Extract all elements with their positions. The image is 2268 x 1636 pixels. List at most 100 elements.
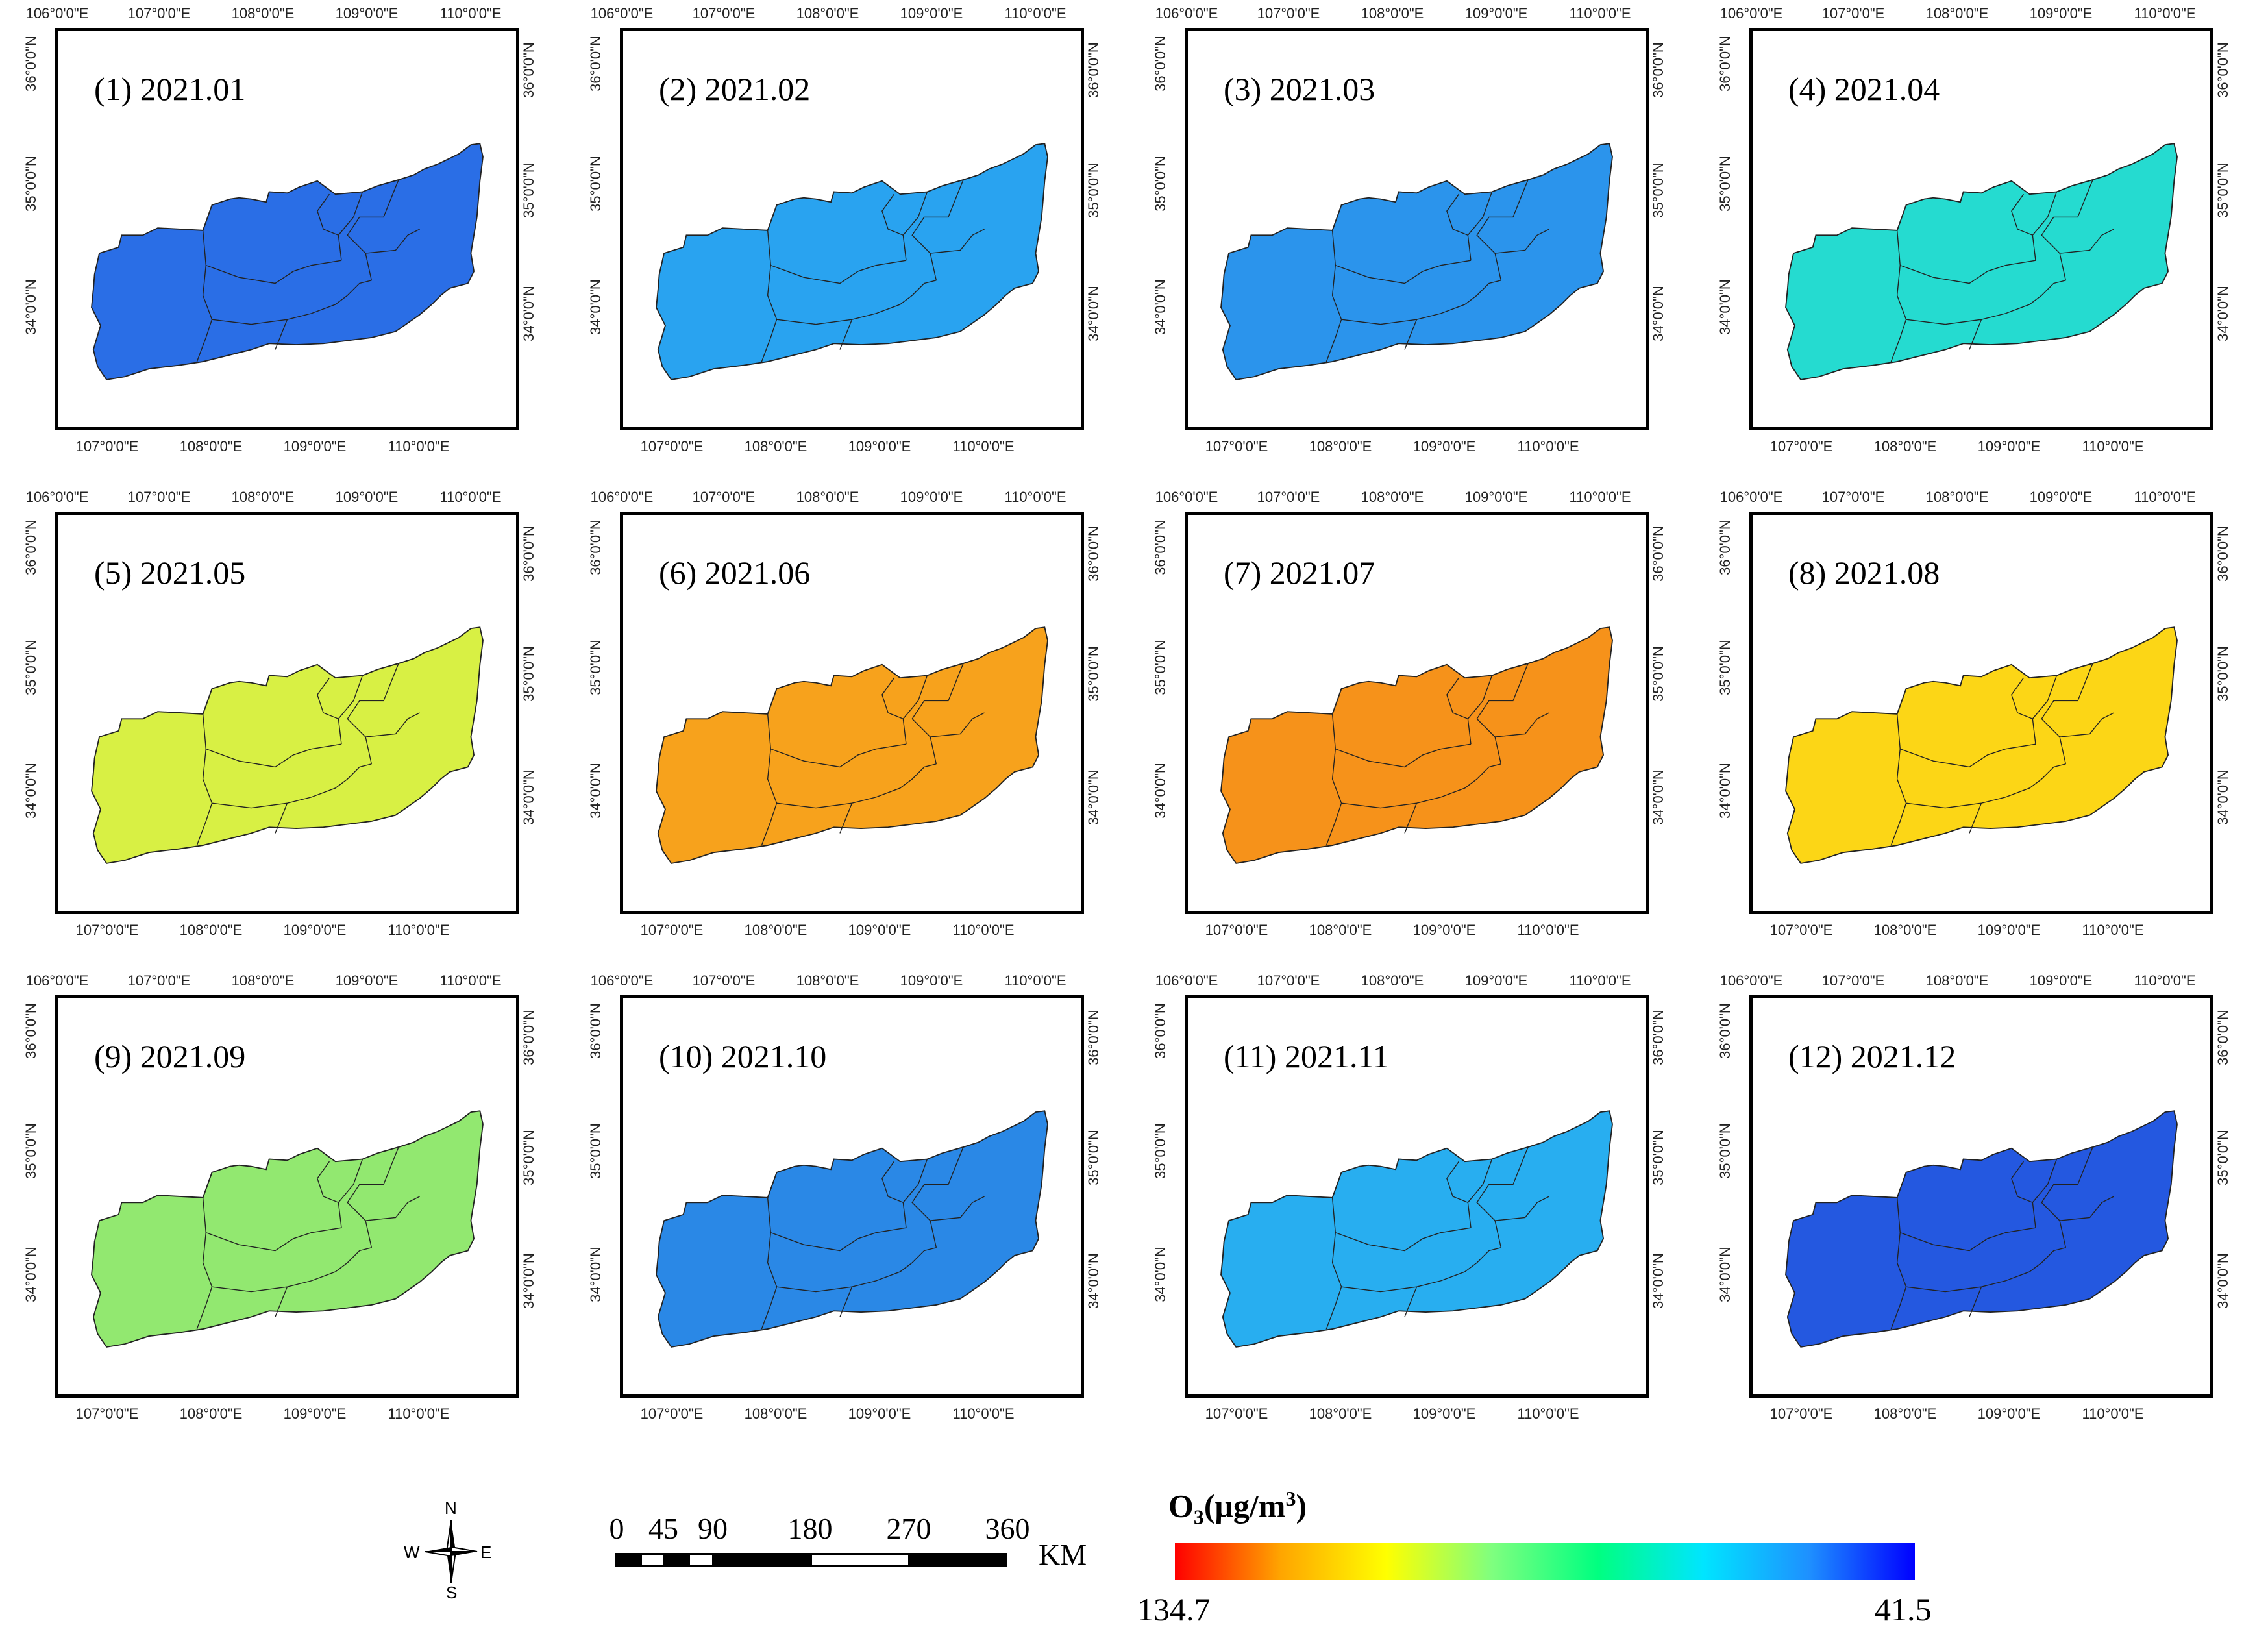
lat-label-right: 36°0'0"N xyxy=(2214,526,2231,582)
region-map xyxy=(1220,143,1613,380)
lon-label-top: 109°0'0"E xyxy=(335,489,399,505)
lon-label-bottom: 108°0'0"E xyxy=(1873,1406,1937,1422)
district-boundary xyxy=(2011,677,2033,719)
map-panel: (5) 2021.05 106°0'0"E 107°0'0"E 108°0'0"E 10… xyxy=(23,484,537,938)
district-boundary xyxy=(1890,230,1907,362)
lat-label-right: 36°0'0"N xyxy=(1649,42,1666,98)
lat-label-left: 34°0'0"N xyxy=(1152,763,1168,819)
panel-title: (6) 2021.06 xyxy=(659,554,811,591)
district-boundary xyxy=(839,1286,853,1317)
region-shape xyxy=(1785,1110,2178,1348)
district-boundary xyxy=(1341,1247,1501,1293)
scale-seg-3 xyxy=(663,1553,689,1567)
district-boundary xyxy=(1890,713,1907,846)
lon-label-bottom: 109°0'0"E xyxy=(1412,438,1476,454)
region-map xyxy=(1785,626,2178,864)
lon-label-bottom: 109°0'0"E xyxy=(848,438,911,454)
panel-title: (5) 2021.05 xyxy=(94,554,246,591)
district-boundary xyxy=(776,763,937,809)
lon-label-top: 110°0'0"E xyxy=(439,973,502,989)
district-boundary xyxy=(1404,1286,1418,1317)
lon-label-bottom: 107°0'0"E xyxy=(640,922,704,938)
district-boundary xyxy=(2060,1196,2114,1221)
district-boundary xyxy=(1467,1159,1493,1228)
district-boundary xyxy=(275,319,288,350)
region-map xyxy=(91,1110,484,1348)
lon-label-top: 110°0'0"E xyxy=(2134,973,2196,989)
lon-label-bottom: 108°0'0"E xyxy=(744,922,807,938)
map-panel: (6) 2021.06 106°0'0"E 107°0'0"E 108°0'0"E 10… xyxy=(587,484,1102,938)
district-boundary xyxy=(770,743,907,768)
lon-label-top: 107°0'0"E xyxy=(127,5,191,21)
lon-label-bottom: 108°0'0"E xyxy=(1309,1406,1372,1422)
map-frame: (8) 2021.08 xyxy=(1749,512,2213,914)
map-panel: (3) 2021.03 106°0'0"E 107°0'0"E 108°0'0"E 10… xyxy=(1152,0,1666,454)
lon-label-bottom: 108°0'0"E xyxy=(1309,922,1372,938)
lat-label-right: 34°0'0"N xyxy=(2214,769,2231,825)
lon-label-top: 108°0'0"E xyxy=(231,489,295,505)
lon-label-top: 108°0'0"E xyxy=(796,489,859,505)
district-boundary xyxy=(881,677,904,719)
lon-label-top: 109°0'0"E xyxy=(2029,5,2093,21)
lon-label-bottom: 107°0'0"E xyxy=(1205,438,1268,454)
district-boundary xyxy=(776,280,937,325)
district-boundary xyxy=(902,1159,928,1228)
district-boundary xyxy=(902,192,928,261)
lon-label-bottom: 108°0'0"E xyxy=(179,922,243,938)
lon-label-top: 109°0'0"E xyxy=(335,973,399,989)
district-boundary xyxy=(1900,743,2036,768)
lat-label-left: 36°0'0"N xyxy=(587,1003,604,1059)
lon-label-top: 107°0'0"E xyxy=(1257,973,1320,989)
map-panel: (11) 2021.11 106°0'0"E 107°0'0"E 108°0'0"E 1… xyxy=(1152,967,1666,1422)
legend-title: O3(μg/m3) xyxy=(1168,1487,1307,1530)
lon-label-top: 110°0'0"E xyxy=(1004,973,1066,989)
district-boundary xyxy=(761,713,778,846)
lon-label-bottom: 108°0'0"E xyxy=(179,1406,243,1422)
lon-label-top: 109°0'0"E xyxy=(900,489,963,505)
district-boundary xyxy=(2060,712,2114,737)
district-boundary xyxy=(2032,192,2058,261)
map-frame: (5) 2021.05 xyxy=(55,512,519,914)
district-boundary xyxy=(365,1196,420,1221)
lat-label-right: 35°0'0"N xyxy=(1085,162,1102,218)
district-boundary xyxy=(206,743,342,768)
lon-label-bottom: 110°0'0"E xyxy=(1517,438,1579,454)
lon-label-bottom: 107°0'0"E xyxy=(1769,1406,1833,1422)
map-frame: (3) 2021.03 xyxy=(1185,28,1649,430)
region-map xyxy=(656,1110,1048,1348)
lat-label-right: 35°0'0"N xyxy=(2214,1130,2231,1185)
district-boundary xyxy=(902,675,928,745)
lat-label-right: 34°0'0"N xyxy=(1085,286,1102,341)
district-boundary xyxy=(930,1196,985,1221)
district-boundary xyxy=(1467,192,1493,261)
scale-tick-90: 90 xyxy=(698,1512,728,1545)
district-boundary xyxy=(1325,713,1342,846)
lat-label-right: 34°0'0"N xyxy=(2214,286,2231,341)
lat-label-left: 34°0'0"N xyxy=(1716,763,1733,819)
lon-label-bottom: 110°0'0"E xyxy=(952,1406,1015,1422)
district-boundary xyxy=(317,1161,339,1203)
lat-label-left: 36°0'0"N xyxy=(1152,519,1168,575)
scale-seg-5 xyxy=(713,1553,811,1567)
district-boundary xyxy=(1495,1196,1549,1221)
region-shape xyxy=(1785,626,2178,864)
lat-label-right: 34°0'0"N xyxy=(520,286,537,341)
lat-label-right: 35°0'0"N xyxy=(520,162,537,218)
map-panel: (8) 2021.08 106°0'0"E 107°0'0"E 108°0'0"E 10… xyxy=(1716,484,2231,938)
district-boundary xyxy=(1341,763,1501,809)
scale-tick-0: 0 xyxy=(609,1512,624,1545)
district-boundary xyxy=(2041,663,2093,764)
compass-n: N xyxy=(445,1498,457,1518)
map-frame: (7) 2021.07 xyxy=(1185,512,1649,914)
lon-label-top: 106°0'0"E xyxy=(590,973,654,989)
lat-label-right: 36°0'0"N xyxy=(520,1010,537,1065)
lon-label-bottom: 110°0'0"E xyxy=(388,1406,450,1422)
lon-label-bottom: 110°0'0"E xyxy=(952,922,1015,938)
district-boundary xyxy=(1495,229,1549,254)
scale-seg-6 xyxy=(810,1553,910,1567)
district-boundary xyxy=(1446,1161,1468,1203)
lon-label-top: 109°0'0"E xyxy=(2029,489,2093,505)
map-panel: (10) 2021.10 106°0'0"E 107°0'0"E 108°0'0"E 1… xyxy=(587,967,1102,1422)
lat-label-left: 34°0'0"N xyxy=(587,1246,604,1302)
lat-label-left: 35°0'0"N xyxy=(1152,639,1168,695)
